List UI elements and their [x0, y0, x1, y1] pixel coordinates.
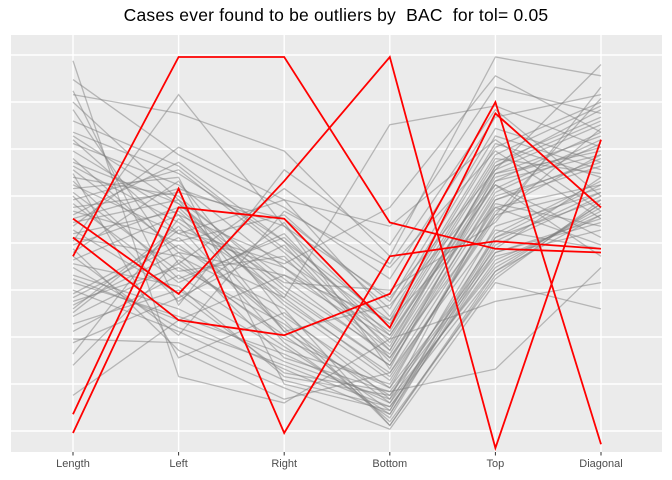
- case-line: [72, 105, 602, 299]
- case-line: [72, 251, 602, 393]
- case-line: [72, 86, 602, 307]
- case-line: [72, 97, 602, 359]
- case-line: [72, 203, 602, 427]
- case-line: [72, 60, 602, 404]
- outlier-line: [72, 186, 602, 435]
- axis-label: Bottom: [372, 458, 407, 470]
- axis-label: Right: [271, 458, 297, 470]
- outlier-line: [72, 111, 602, 434]
- case-line: [72, 56, 602, 258]
- case-line: [72, 184, 602, 374]
- outlier-line: [72, 99, 602, 445]
- case-line: [72, 116, 602, 333]
- case-line: [72, 176, 602, 389]
- case-line: [72, 86, 602, 355]
- case-line: [72, 101, 602, 322]
- case-line: [72, 176, 602, 412]
- axis-label: Top: [487, 458, 505, 470]
- case-line: [72, 281, 602, 431]
- case-line: [72, 101, 602, 333]
- case-line: [72, 157, 602, 401]
- case-line: [72, 206, 602, 396]
- case-line: [72, 131, 602, 352]
- chart-title: Cases ever found to be outliers by BAC f…: [123, 5, 549, 25]
- case-line: [72, 210, 602, 404]
- case-line: [72, 127, 602, 303]
- outlier-line: [72, 55, 602, 452]
- outlier-line: [72, 56, 602, 257]
- axis-label: Length: [56, 458, 90, 470]
- case-line: [72, 64, 602, 299]
- axis-label: Diagonal: [579, 458, 622, 470]
- case-line: [72, 108, 602, 265]
- case-line: [72, 142, 602, 367]
- axis-label: Left: [169, 458, 187, 470]
